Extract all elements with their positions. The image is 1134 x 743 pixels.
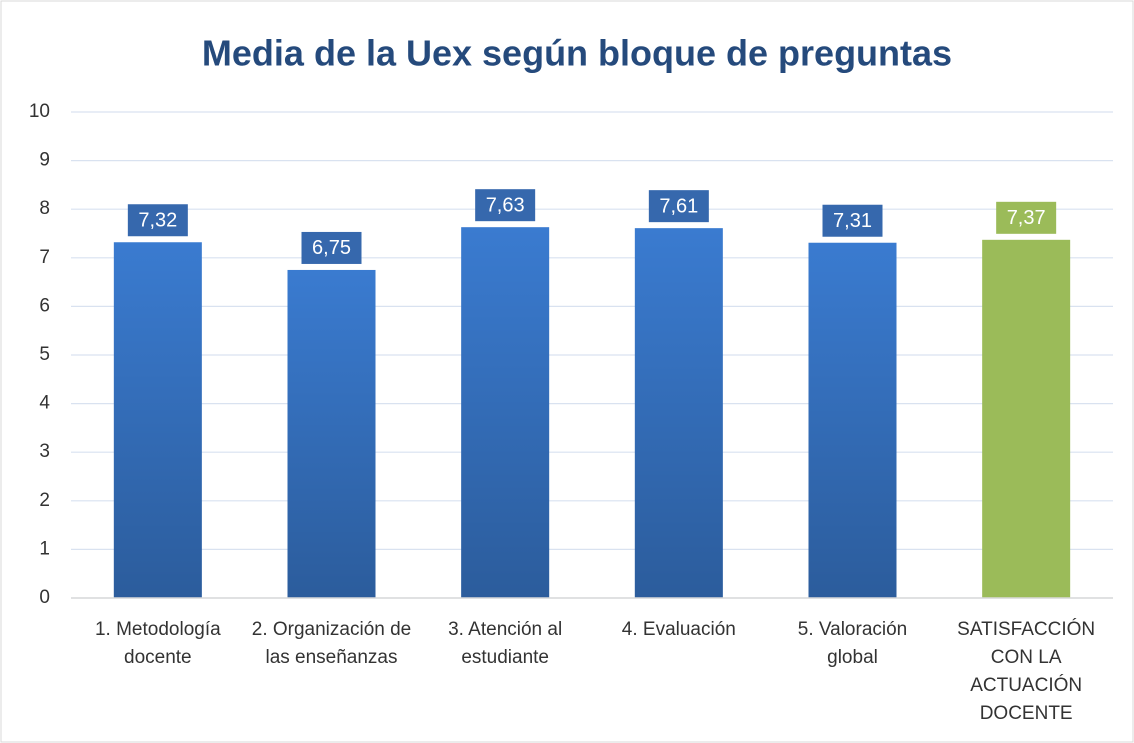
value-label: 7,31 <box>833 210 872 232</box>
x-tick-label: 3. Atención al estudiante <box>448 619 563 668</box>
y-tick-label: 6 <box>39 295 50 316</box>
value-label-box <box>822 204 883 237</box>
y-tick-label: 1 <box>39 538 50 559</box>
x-tick-label: 1. Metodología docente <box>94 619 221 668</box>
y-tick-label: 2 <box>39 490 50 511</box>
x-tick-label: 2. Organización de las enseñanzas <box>251 619 412 668</box>
bar-shade <box>808 242 897 598</box>
y-tick-label: 7 <box>39 247 50 268</box>
value-label-box <box>996 201 1057 234</box>
bar-shade <box>113 242 202 599</box>
x-tick-label: 5. Valoración global <box>797 619 908 668</box>
value-label-box <box>475 189 536 222</box>
y-tick-label: 5 <box>39 344 50 365</box>
bar <box>982 239 1071 598</box>
y-tick-label: 4 <box>39 393 50 414</box>
bar-shade <box>287 269 376 598</box>
x-tick-label: SATISFACCIÓN CON LA ACTUACIÓN DOCENTE <box>957 619 1096 724</box>
y-tick-label: 9 <box>39 150 50 171</box>
value-label-box <box>301 231 362 264</box>
x-tick-label: 4. Evaluación <box>621 619 736 640</box>
value-label-box <box>127 204 188 237</box>
value-label: 7,37 <box>1007 207 1046 229</box>
value-label-box <box>648 190 709 223</box>
value-label: 7,63 <box>486 194 525 216</box>
y-tick-label: 0 <box>39 587 50 608</box>
y-tick-label: 10 <box>29 101 50 122</box>
bar-shade <box>461 227 550 598</box>
chart-title: Media de la Uex según bloque de pregunta… <box>202 33 952 74</box>
value-label: 6,75 <box>312 237 351 259</box>
value-label: 7,32 <box>138 210 177 232</box>
y-tick-label: 3 <box>39 441 50 462</box>
value-label: 7,61 <box>659 195 698 217</box>
bar-shade <box>634 228 723 599</box>
y-tick-label: 8 <box>39 198 50 219</box>
